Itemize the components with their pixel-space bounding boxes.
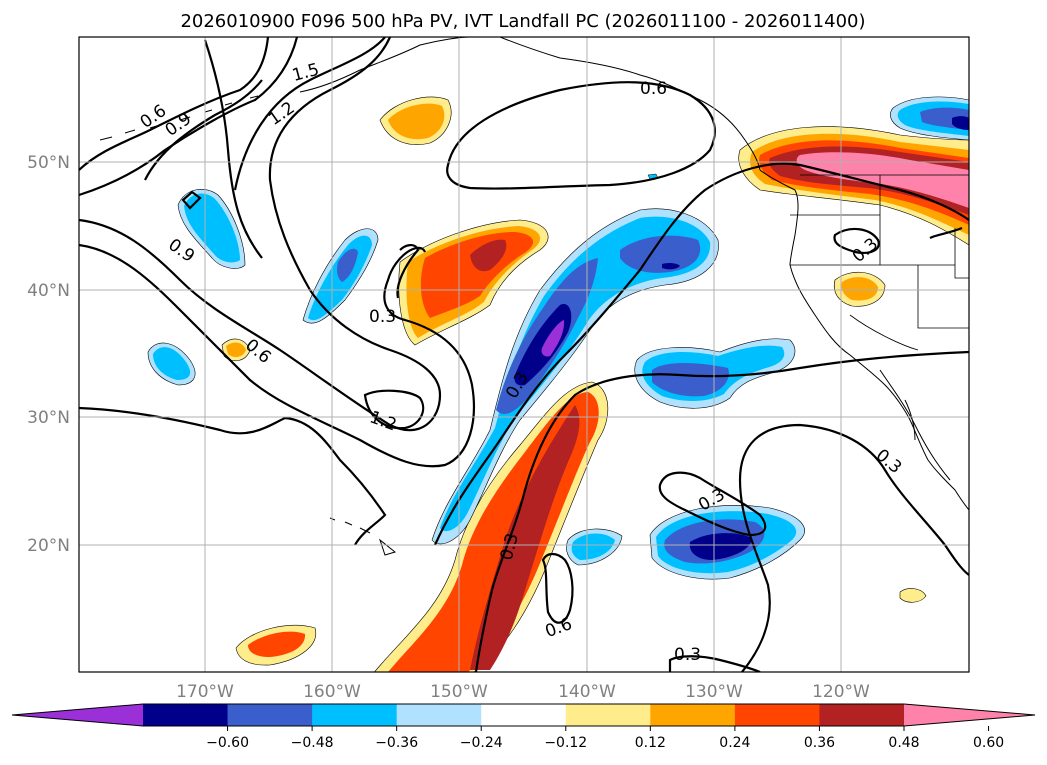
aleutian-islands (99, 95, 259, 141)
map-frame (78, 36, 970, 673)
ivt-blob-east-small (899, 588, 927, 603)
colorbar-segment (650, 704, 736, 726)
figure-title: 2026010900 F096 500 hPa PV, IVT Landfall… (180, 11, 865, 32)
lat-tick-label: 30°N (27, 408, 70, 428)
colorbar-segment (227, 704, 313, 726)
lon-tick-label: 140°W (558, 682, 616, 702)
colorbar-outline (11, 703, 1036, 727)
baja-california (879, 369, 951, 481)
longitude-tick-labels: 170°W 160°W 150°W 140°W 130°W 120°W (176, 682, 870, 702)
contour-label: 0.6 (640, 79, 667, 99)
alaska-coast (299, 37, 761, 171)
colorbar-segment (481, 704, 567, 726)
colorbar-segment (734, 704, 820, 726)
colorbar-segment (565, 704, 651, 726)
graticule (79, 37, 969, 672)
colorbar-tick-label: −0.60 (206, 735, 249, 751)
lon-tick-label: 130°W (685, 682, 743, 702)
colorbar-tick-label: −0.24 (460, 735, 503, 751)
colorbar-tick-label: 0.12 (635, 735, 666, 751)
lat-tick-label: 50°N (27, 153, 70, 173)
contour-label: 0.3 (369, 307, 396, 327)
lon-tick-label: 160°W (303, 682, 361, 702)
colorbar-segment (312, 704, 398, 726)
lon-tick-label: 120°W (812, 682, 870, 702)
colorbar-segment (143, 704, 229, 726)
state-borders (790, 175, 969, 351)
colorbar-tick-label: 0.48 (888, 735, 919, 751)
lat-tick-label: 20°N (27, 536, 70, 556)
colorbar-tick-label: −0.48 (291, 735, 334, 751)
ivt-negative-shading (147, 96, 969, 580)
map-panel: 0.6 0.9 1.2 1.5 0.6 0.9 0.6 0.3 1.2 0.3 … (79, 37, 969, 672)
colorbar-tick-label: 0.36 (804, 735, 835, 751)
lat-tick-label: 40°N (27, 281, 70, 301)
pv-contours (79, 37, 969, 672)
contour-label: 0.3 (674, 645, 701, 665)
lon-tick-label: 150°W (430, 682, 488, 702)
colorbar-tick-label: 0.24 (719, 735, 750, 751)
colorbar-segment (396, 704, 482, 726)
colorbar-tick-label: −0.12 (544, 735, 587, 751)
lon-tick-label: 170°W (176, 682, 234, 702)
colorbar-extend-low (12, 704, 143, 726)
colorbar-extend-high (904, 704, 1035, 726)
colorbar: −0.60 −0.48 −0.36 −0.24 −0.12 0.12 0.24 0.36 0.4… (11, 703, 1036, 751)
colorbar-segment (819, 704, 905, 726)
colorbar-tick-label: −0.36 (375, 735, 418, 751)
north-america-coast (759, 169, 969, 511)
colorbar-tick-label: 0.60 (973, 735, 1004, 751)
latitude-tick-labels: 50°N 40°N 30°N 20°N (27, 153, 70, 556)
